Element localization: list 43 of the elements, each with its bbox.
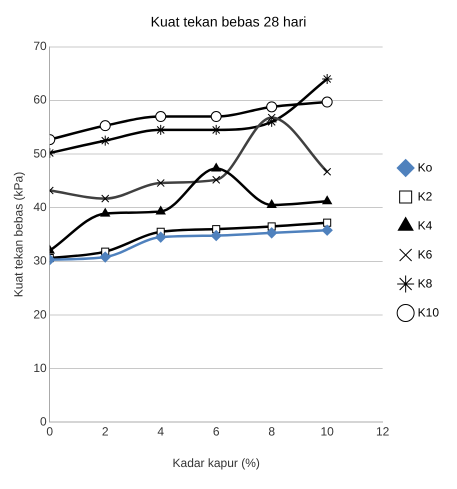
x-axis-title: Kadar kapur (%): [172, 456, 260, 470]
x-tick-label: 6: [212, 424, 220, 439]
x-tick-label: 12: [376, 424, 390, 439]
point: [100, 252, 111, 263]
legend-label: K2: [418, 189, 433, 204]
y-tick-label: 0: [40, 414, 48, 429]
legend-label: K6: [418, 247, 433, 262]
point: [322, 224, 333, 236]
point: [156, 206, 166, 214]
point: [322, 73, 333, 84]
y-axis-title: Kuat tekan bebas (kPa): [12, 172, 26, 298]
point: [266, 227, 278, 238]
point: [322, 96, 333, 108]
point: [210, 124, 222, 136]
point: [266, 200, 277, 208]
legend-label: Ko: [418, 160, 433, 174]
legend-label: K8: [418, 276, 433, 290]
point: [211, 163, 222, 172]
point: [322, 196, 332, 204]
point: [100, 120, 111, 132]
point: [155, 232, 166, 243]
y-tick-label: 20: [33, 307, 48, 322]
point: [323, 218, 332, 227]
chart-title: Kuat tekan bebas 28 hari: [150, 13, 306, 30]
x-tick-label: 10: [320, 424, 334, 439]
y-tick-label: 40: [33, 200, 48, 214]
point: [100, 135, 111, 146]
point: [155, 111, 166, 122]
x-tick-label: 4: [157, 424, 164, 439]
point: [210, 230, 222, 242]
y-tick-label: 60: [33, 92, 48, 107]
x-tick-label: 8: [268, 424, 276, 439]
y-tick-label: 10: [33, 360, 48, 375]
point: [266, 101, 278, 112]
point: [155, 124, 166, 136]
point: [210, 111, 222, 122]
point: [100, 208, 110, 217]
legend-label: K4: [418, 218, 433, 232]
y-tick-label: 50: [33, 146, 48, 160]
x-tick-label: 2: [102, 424, 109, 439]
y-tick-label: 70: [33, 39, 48, 54]
y-tick-label: 30: [33, 254, 48, 268]
legend-label: K10: [418, 305, 440, 320]
